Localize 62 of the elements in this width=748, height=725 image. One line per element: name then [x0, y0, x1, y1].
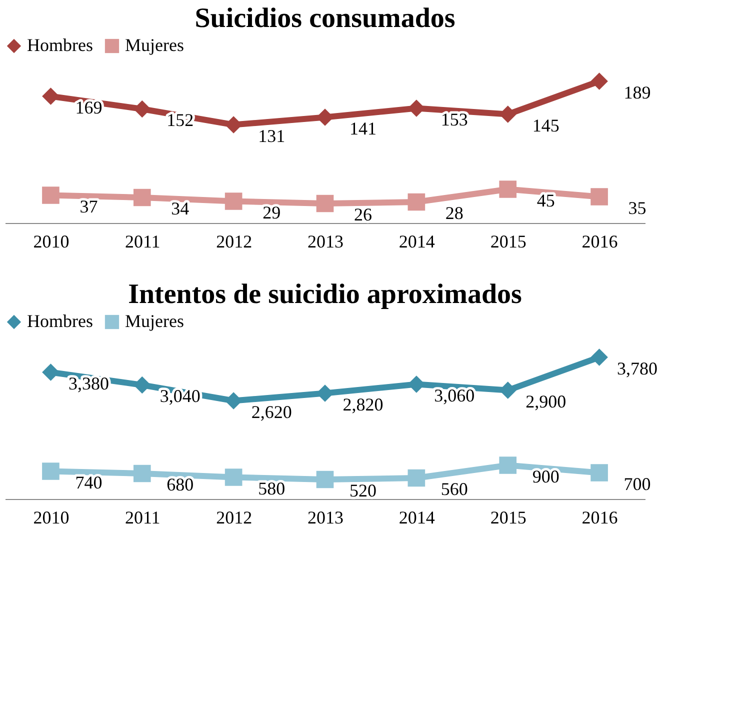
point	[408, 469, 426, 487]
data-label: 131	[258, 126, 286, 146]
legend-label: Hombres	[27, 35, 93, 55]
x-tick-label: 2011	[124, 508, 160, 528]
data-label: 153	[440, 109, 468, 130]
point	[316, 470, 334, 488]
point	[590, 464, 608, 482]
x-tick-label: 2015	[490, 232, 526, 252]
point	[133, 464, 151, 482]
data-label: 560	[440, 479, 468, 499]
point	[590, 72, 608, 90]
point	[133, 188, 151, 206]
x-tick-label: 2013	[308, 508, 344, 528]
data-label: 900	[532, 466, 560, 486]
x-tick-label: 2016	[582, 232, 618, 252]
chart-title: Intentos de suicidio aproximados	[128, 279, 522, 310]
x-tick-label: 2013	[308, 232, 344, 252]
point	[590, 188, 608, 206]
data-label: 680	[166, 474, 194, 494]
legend-label: Mujeres	[125, 35, 184, 55]
x-tick-label: 2010	[33, 232, 70, 252]
data-label: 29	[262, 202, 281, 222]
data-label: 35	[628, 198, 646, 218]
x-tick-label: 2016	[582, 508, 618, 528]
point	[224, 468, 242, 486]
data-label: 3,780	[617, 358, 658, 378]
legend-label: Mujeres	[125, 311, 184, 331]
data-label: 189	[624, 82, 651, 102]
data-label: 34	[171, 198, 190, 218]
x-tick-label: 2014	[398, 508, 435, 528]
data-label: 700	[624, 474, 651, 494]
data-label: 28	[445, 203, 464, 223]
point	[224, 192, 242, 210]
x-tick-label: 2011	[124, 232, 160, 252]
x-tick-label: 2010	[33, 508, 70, 528]
point	[316, 194, 334, 212]
legend-label: Hombres	[27, 311, 93, 331]
point	[42, 364, 60, 381]
x-tick-label: 2012	[216, 232, 252, 252]
data-label: 26	[354, 204, 372, 224]
chart-title: Suicidios consumados	[194, 3, 456, 34]
data-label: 520	[350, 480, 376, 500]
point	[408, 193, 426, 211]
data-label: 2,620	[251, 402, 292, 422]
point	[42, 88, 60, 105]
data-label: 740	[75, 472, 102, 492]
data-label: 580	[258, 478, 286, 498]
data-label: 145	[532, 115, 560, 136]
x-tick-label: 2012	[216, 508, 252, 528]
data-label: 141	[350, 118, 376, 138]
x-tick-label: 2014	[398, 232, 435, 252]
data-label: 2,900	[526, 391, 566, 412]
point	[42, 186, 60, 204]
data-label: 2,820	[342, 394, 384, 414]
data-label: 45	[536, 190, 555, 210]
data-label: 37	[80, 196, 98, 216]
point	[590, 348, 608, 366]
point	[499, 180, 517, 198]
point	[42, 462, 60, 480]
data-label: 3,060	[434, 385, 475, 406]
x-tick-label: 2015	[490, 508, 526, 528]
point	[499, 456, 517, 474]
